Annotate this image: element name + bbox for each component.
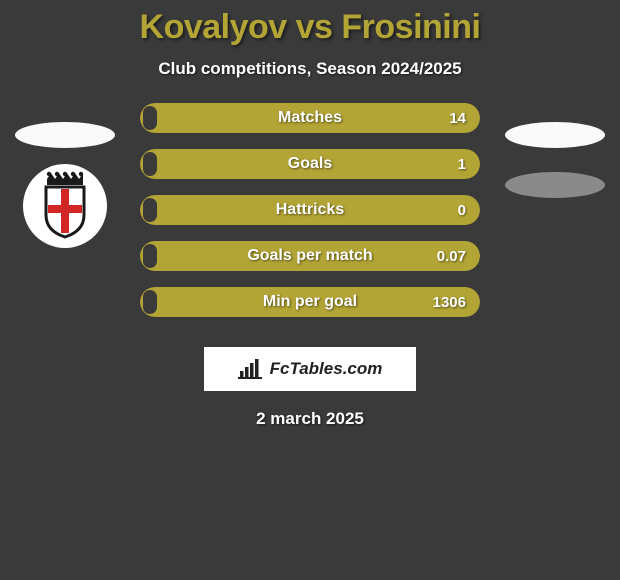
stat-label: Hattricks [276, 201, 344, 219]
pill-fill [143, 198, 157, 222]
stat-label: Goals [288, 155, 332, 173]
date-label: 2 march 2025 [0, 409, 620, 429]
fctables-logo-box: FcTables.com [204, 347, 416, 391]
stat-value: 1306 [433, 294, 466, 311]
stat-row: Min per goal 1306 [140, 287, 480, 317]
stat-row: Goals per match 0.07 [140, 241, 480, 271]
stat-pill: Goals per match 0.07 [140, 241, 480, 271]
stat-value: 14 [449, 110, 466, 127]
subtitle: Club competitions, Season 2024/2025 [0, 59, 620, 79]
stat-value: 0.07 [437, 248, 466, 265]
bar-chart-icon [238, 359, 262, 379]
stat-pill: Hattricks 0 [140, 195, 480, 225]
stat-row: Goals 1 [140, 149, 480, 179]
fctables-text: FcTables.com [270, 359, 383, 379]
pill-fill [143, 106, 157, 130]
stat-row: Matches 14 [140, 103, 480, 133]
stat-pill: Goals 1 [140, 149, 480, 179]
left-team-column [10, 122, 120, 248]
pill-fill [143, 290, 157, 314]
comparison-card: Kovalyov vs Frosinini Club competitions,… [0, 0, 620, 580]
left-oval-placeholder [15, 122, 115, 148]
right-oval-1 [505, 122, 605, 148]
stat-label: Min per goal [263, 293, 357, 311]
page-title: Kovalyov vs Frosinini [0, 8, 620, 47]
crest-icon [34, 171, 96, 241]
right-oval-2 [505, 172, 605, 198]
stat-row: Hattricks 0 [140, 195, 480, 225]
team-crest [23, 164, 107, 248]
stat-pill: Matches 14 [140, 103, 480, 133]
stat-label: Goals per match [247, 247, 372, 265]
pill-fill [143, 152, 157, 176]
stat-value: 1 [458, 156, 466, 173]
stat-label: Matches [278, 109, 342, 127]
stat-pill: Min per goal 1306 [140, 287, 480, 317]
pill-fill [143, 244, 157, 268]
right-team-column [500, 122, 610, 198]
stat-value: 0 [458, 202, 466, 219]
